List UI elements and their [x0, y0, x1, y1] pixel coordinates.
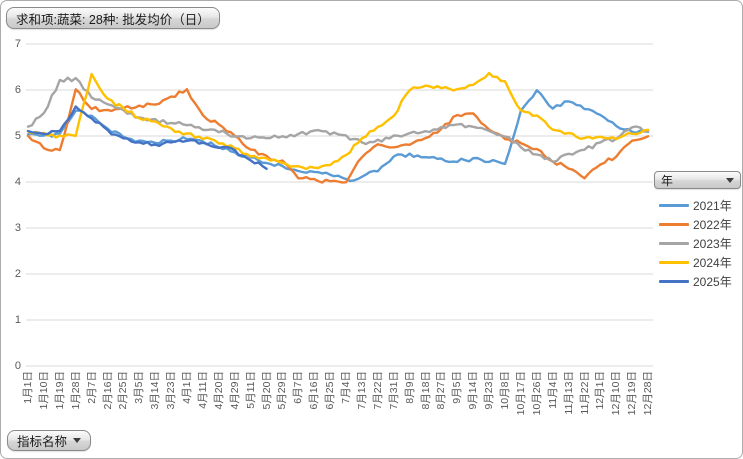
legend-item-2025年[interactable]: 2025年 — [659, 273, 732, 289]
y-axis-label: 0 — [14, 359, 21, 372]
legend-label: 2024年 — [693, 255, 732, 270]
x-axis-label: 7月31日 — [387, 371, 400, 410]
x-axis-label: 4月11日 — [196, 371, 209, 409]
x-axis-label: 5月29日 — [276, 371, 289, 410]
legend-label: 2022年 — [693, 217, 732, 232]
x-axis-label: 9月5日 — [451, 371, 464, 404]
x-axis-label: 12月1日 — [594, 371, 607, 410]
x-axis-label: 2月16日 — [101, 371, 114, 410]
x-axis-label: 3月14日 — [149, 371, 162, 410]
x-axis-label: 5月11日 — [244, 371, 257, 409]
x-axis-label: 6月16日 — [308, 371, 321, 410]
series-line-2025年[interactable] — [26, 105, 268, 170]
legend-field-label: 年 — [661, 173, 674, 188]
x-axis-label: 8月27日 — [435, 371, 448, 410]
legend-item-2022年[interactable]: 2022年 — [659, 216, 732, 232]
x-axis-label: 3月23日 — [165, 371, 178, 410]
axis-field-label: 指标名称 — [17, 435, 68, 449]
y-axis-label: 4 — [14, 175, 21, 188]
x-axis-label: 10月17日 — [514, 371, 527, 416]
x-axis-label: 1月1日 — [22, 371, 34, 404]
x-axis-label: 9月23日 — [483, 371, 496, 410]
x-axis-label: 7月4日 — [340, 371, 352, 404]
y-axis-label: 2 — [14, 267, 21, 280]
legend-item-2024年[interactable]: 2024年 — [659, 254, 732, 270]
legend-label: 2023年 — [693, 236, 732, 251]
x-axis-label: 6月25日 — [324, 371, 337, 410]
x-axis-label: 12月28日 — [642, 371, 655, 416]
legend-field-button[interactable]: 年 — [654, 171, 741, 189]
axis-field-button[interactable]: 指标名称 — [7, 430, 92, 451]
series-line-2022年[interactable] — [26, 88, 650, 184]
legend-item-2023年[interactable]: 2023年 — [659, 235, 732, 251]
x-axis-label: 8月18日 — [419, 371, 432, 410]
legend-swatch — [659, 241, 689, 245]
values-field-label: 求和项:蔬菜: 28种: 批发均价（日） — [16, 12, 210, 27]
x-axis-label: 1月19日 — [53, 371, 66, 410]
y-axis-label: 3 — [14, 221, 21, 234]
y-axis-label: 7 — [14, 37, 21, 50]
series-line-2024年[interactable] — [26, 71, 650, 171]
x-axis-label: 11月22日 — [578, 371, 591, 415]
x-axis-label: 1月28日 — [69, 371, 82, 410]
x-axis-label: 10月8日 — [499, 371, 511, 410]
x-axis-label: 12月10日 — [610, 371, 623, 416]
y-axis-label: 1 — [14, 313, 21, 326]
legend-swatch — [659, 222, 689, 226]
x-axis-label: 2月25日 — [117, 371, 130, 410]
values-field-button[interactable]: 求和项:蔬菜: 28种: 批发均价（日） — [6, 7, 220, 29]
x-axis-label: 2月7日 — [85, 371, 98, 404]
legend-item-2021年[interactable]: 2021年 — [659, 197, 732, 213]
x-axis-label: 4月1日 — [181, 371, 193, 404]
y-axis-label: 5 — [14, 129, 21, 142]
x-axis-label: 4月29日 — [228, 371, 241, 410]
x-axis-label: 11月4日 — [546, 371, 559, 409]
x-axis-label: 9月14日 — [467, 371, 480, 410]
legend-swatch — [659, 279, 689, 283]
chevron-down-icon — [73, 438, 82, 443]
x-axis-label: 11月13日 — [562, 371, 575, 415]
x-axis-label: 5月20日 — [260, 371, 273, 410]
x-axis-label: 7月22日 — [371, 371, 384, 410]
legend-swatch — [659, 203, 689, 207]
x-axis-label: 6月7日 — [292, 371, 305, 404]
x-axis-label: 12月19日 — [626, 371, 639, 416]
x-axis-label: 1月10日 — [37, 371, 50, 410]
legend-label: 2025年 — [693, 274, 732, 289]
x-axis-label: 8月9日 — [403, 371, 416, 404]
y-axis-label: 6 — [14, 83, 21, 96]
series-line-2021年[interactable] — [26, 89, 650, 183]
legend-swatch — [659, 260, 689, 264]
x-axis-label: 4月20日 — [212, 371, 225, 410]
x-axis-label: 7月13日 — [355, 371, 368, 410]
x-axis-label: 10月26日 — [530, 371, 543, 416]
chevron-down-icon — [726, 177, 734, 183]
legend-label: 2021年 — [693, 198, 732, 213]
x-axis-label: 3月5日 — [133, 371, 146, 404]
